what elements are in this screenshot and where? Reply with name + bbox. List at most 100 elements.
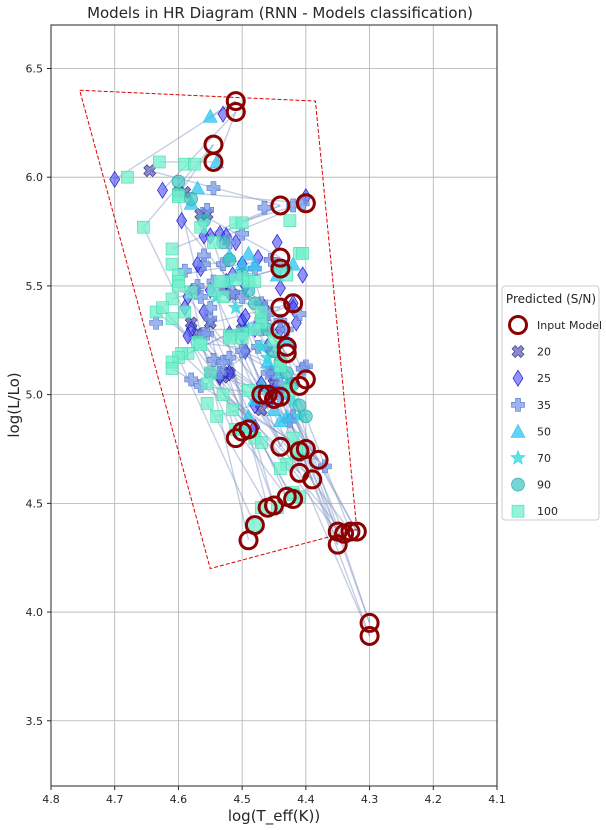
point-100	[165, 362, 179, 375]
point-input-model	[283, 488, 304, 509]
point-input-model	[225, 101, 246, 122]
legend-marker	[510, 423, 526, 438]
point-35	[203, 311, 218, 326]
point-100	[223, 331, 236, 345]
boundary-polygon	[79, 89, 358, 570]
point-20	[143, 164, 157, 178]
y-tick-label: 6.0	[26, 171, 44, 184]
legend-marker	[511, 345, 525, 359]
point-input-model	[270, 195, 291, 216]
point-90	[292, 398, 307, 413]
legend-title: Predicted (S/N)	[506, 292, 596, 306]
legend-label: Input Model	[537, 319, 602, 332]
point-100	[121, 170, 134, 184]
point-35	[295, 361, 310, 376]
chart-title: Models in HR Diagram (RNN - Models class…	[87, 4, 473, 22]
point-100	[184, 286, 198, 299]
point-70	[253, 338, 270, 354]
point-input-model	[302, 469, 323, 490]
point-100	[210, 410, 223, 423]
point-100	[172, 279, 185, 293]
point-100	[296, 247, 309, 260]
point-35	[235, 344, 249, 358]
y-tick-label: 5.5	[26, 280, 44, 293]
point-input-model	[251, 384, 272, 405]
connection-line	[254, 437, 275, 506]
connection-line	[210, 302, 294, 324]
point-25	[239, 307, 251, 326]
legend-entry: 100	[511, 504, 558, 518]
point-50	[190, 180, 206, 195]
legend-entry: 90	[511, 477, 551, 492]
legend-label: 70	[537, 452, 551, 465]
point-100	[194, 220, 208, 234]
connection-line	[203, 311, 288, 498]
point-100	[216, 290, 230, 304]
connection-line	[200, 227, 250, 430]
point-100	[200, 397, 214, 410]
legend-entry: Input Model	[508, 315, 602, 335]
point-100	[213, 275, 227, 288]
legend-label: 100	[537, 505, 558, 518]
x-tick-label: 4.8	[42, 793, 60, 806]
point-25	[109, 170, 121, 189]
point-90	[299, 409, 313, 424]
x-axis-label: log(T_eff(K))	[228, 807, 320, 826]
point-input-model	[359, 625, 380, 646]
point-90	[184, 192, 198, 206]
boundary-line	[79, 89, 358, 570]
point-100	[172, 190, 185, 204]
connection-line	[184, 311, 352, 533]
point-50	[247, 256, 263, 271]
point-input-model	[270, 247, 291, 268]
point-35	[257, 200, 272, 215]
legend-label: 90	[537, 479, 551, 492]
point-100	[156, 301, 169, 314]
point-input-model	[289, 375, 310, 396]
legend: Predicted (S/N) Input Model 20 25 35 50 70 90 1…	[501, 285, 602, 521]
point-35	[235, 226, 249, 241]
legend-entry: 70	[510, 449, 551, 465]
legend-label: 20	[537, 346, 551, 359]
point-100	[274, 462, 287, 475]
point-100	[200, 377, 214, 391]
point-35	[260, 366, 275, 380]
point-100	[235, 331, 249, 345]
point-input-model	[238, 530, 259, 551]
point-70	[227, 299, 244, 315]
point-50	[202, 108, 218, 123]
point-input-model	[225, 91, 246, 112]
point-35	[222, 350, 237, 365]
point-100	[178, 305, 192, 319]
x-tick-label: 4.1	[488, 793, 506, 806]
point-100	[229, 273, 243, 286]
point-input-model	[225, 428, 246, 449]
x-tick-label: 4.4	[297, 793, 315, 806]
point-35	[295, 196, 310, 211]
x-axis-ticks: 4.8 4.7 4.6 4.5 4.4 4.3 4.2 4.1	[42, 786, 506, 806]
connection-line	[114, 100, 237, 180]
point-input-model	[359, 612, 380, 633]
legend-label: 35	[537, 399, 551, 412]
legend-entry: 20	[511, 345, 551, 359]
point-25	[157, 181, 168, 199]
point-25	[176, 212, 188, 230]
point-input-model	[270, 258, 291, 279]
point-100	[283, 214, 297, 227]
point-100	[153, 155, 166, 169]
y-axis-label: log(L/Lo)	[5, 372, 23, 437]
point-35	[216, 355, 230, 369]
point-100	[203, 366, 217, 380]
point-100	[207, 236, 220, 249]
point-100	[188, 157, 201, 171]
point-100	[254, 305, 268, 319]
x-tick-label: 4.7	[106, 793, 124, 806]
legend-marker	[508, 315, 528, 335]
point-35	[286, 198, 300, 213]
connection-line	[270, 398, 320, 461]
plot-frame	[50, 24, 498, 787]
point-100	[226, 403, 239, 417]
legend-marker	[511, 504, 525, 518]
series-input-model	[203, 91, 380, 646]
